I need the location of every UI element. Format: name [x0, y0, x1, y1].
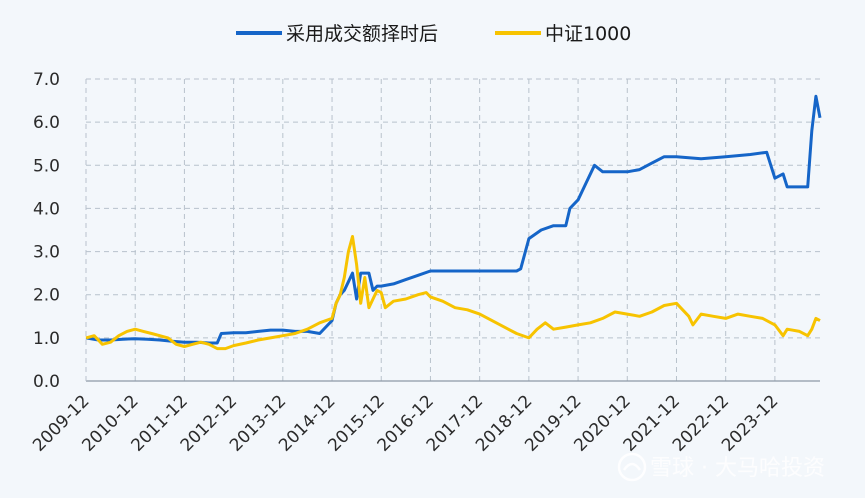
y-tick-label: 7.0 — [33, 70, 60, 90]
series-line-2 — [85, 235, 821, 351]
watermark: 雪球 · 大马哈投资 — [617, 452, 825, 482]
series-layer — [85, 94, 822, 351]
y-tick-label: 4.0 — [33, 199, 60, 219]
axes — [85, 79, 820, 382]
watermark-text: 雪球 · 大马哈投资 — [650, 456, 825, 481]
y-tick-label: 0.0 — [33, 372, 60, 392]
grid — [86, 78, 820, 381]
y-tick-label: 3.0 — [33, 243, 60, 263]
legend-label-1: 采用成交额择时后 — [286, 23, 438, 45]
y-tick-label: 6.0 — [33, 113, 60, 133]
y-tick-label: 1.0 — [33, 329, 60, 349]
y-tick-labels: 0.0 1.0 2.0 3.0 4.0 5.0 6.0 7.0 — [33, 70, 60, 392]
snowball-logo-icon — [617, 452, 647, 482]
legend: 采用成交额择时后 中证1000 — [236, 23, 631, 45]
x-tick-labels: 2009-122010-122011-122012-122013-122014-… — [29, 391, 782, 455]
legend-label-2: 中证1000 — [545, 23, 631, 45]
series-line-1 — [85, 94, 822, 345]
y-tick-label: 2.0 — [33, 286, 60, 306]
y-tick-label: 5.0 — [33, 156, 60, 176]
